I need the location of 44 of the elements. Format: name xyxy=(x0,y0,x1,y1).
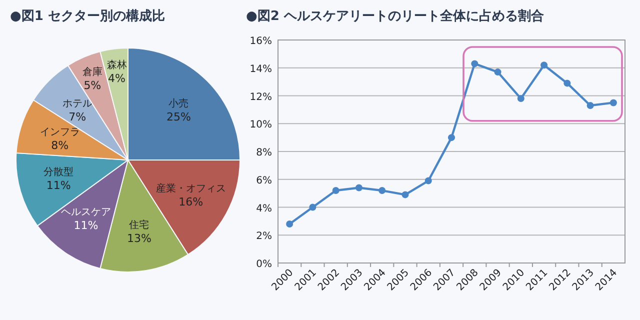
point xyxy=(402,191,409,198)
chart-title: ●図1 セクター別の構成比 xyxy=(10,9,165,24)
y-tick-label: 10% xyxy=(250,120,272,131)
point xyxy=(540,62,548,69)
point xyxy=(355,184,362,192)
y-tick-label: 2% xyxy=(256,231,272,242)
chart-title: ●図2 ヘルスケアリートのリート全体に占める割合 xyxy=(246,8,544,24)
slice-label: ホテル xyxy=(62,98,92,110)
slice-label: 産業・オフィス xyxy=(156,182,226,195)
data-label: 13% xyxy=(126,232,152,245)
data-label: 7% xyxy=(68,110,86,124)
data-label: 11% xyxy=(46,178,71,192)
data-label: 4% xyxy=(108,72,126,86)
y-tick-label: 0% xyxy=(256,259,272,270)
y-tick-label: 6% xyxy=(256,175,272,186)
data-label: 11% xyxy=(74,219,98,232)
point xyxy=(332,187,340,194)
slice-label: ヘルスケア xyxy=(60,207,111,218)
point xyxy=(494,68,502,76)
point xyxy=(586,102,594,110)
data-label: 5% xyxy=(84,78,102,92)
data-label: 16% xyxy=(178,196,204,209)
data-label: 8% xyxy=(51,138,69,152)
point xyxy=(471,60,478,68)
point xyxy=(286,220,294,228)
y-tick-label: 16% xyxy=(250,36,272,47)
point xyxy=(309,204,316,211)
slice-label: 森林 xyxy=(106,59,127,72)
slice-label: 住宅 xyxy=(129,218,150,231)
slice-label: 倉庫 xyxy=(82,66,102,78)
y-tick-label: 8% xyxy=(256,148,272,158)
point xyxy=(564,80,571,87)
point xyxy=(610,99,617,106)
y-tick-label: 12% xyxy=(250,92,272,103)
point xyxy=(424,177,432,184)
slice-label: 分散型 xyxy=(44,166,74,178)
point xyxy=(378,187,386,194)
slice-label: インフラ xyxy=(40,126,80,138)
data-label: 25% xyxy=(166,110,191,124)
point xyxy=(517,95,524,102)
slice-label: 小売 xyxy=(168,97,189,110)
point xyxy=(448,134,455,142)
y-tick-label: 4% xyxy=(256,203,272,214)
y-tick-label: 14% xyxy=(250,64,272,75)
